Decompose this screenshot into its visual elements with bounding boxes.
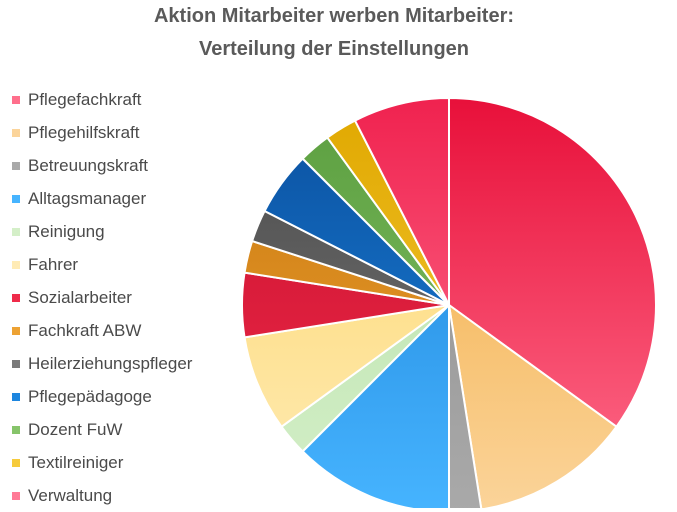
legend-swatch bbox=[12, 227, 20, 236]
legend-swatch bbox=[12, 260, 20, 269]
legend-label: Sozialarbeiter bbox=[28, 287, 132, 307]
legend-label: Betreuungskraft bbox=[28, 155, 149, 175]
legend-item-verwaltung: Verwaltung bbox=[12, 479, 192, 512]
legend-label: Textilreiniger bbox=[28, 452, 124, 472]
chart-title-line-2: Verteilung der Einstellungen bbox=[198, 38, 470, 60]
legend-swatch bbox=[12, 326, 20, 335]
legend-swatch bbox=[12, 458, 20, 467]
pie-slices bbox=[241, 97, 657, 508]
legend-swatch bbox=[12, 491, 20, 500]
legend-label: Alltagsmanager bbox=[28, 188, 147, 208]
legend-label: Dozent FuW bbox=[28, 419, 123, 439]
legend-item-pflegefachkraft: Pflegefachkraft bbox=[12, 83, 192, 116]
legend-item-pflegehilfskraft: Pflegehilfskraft bbox=[12, 116, 192, 149]
legend-swatch bbox=[12, 128, 20, 137]
legend-item-alltagsmanager: Alltagsmanager bbox=[12, 182, 192, 215]
pie-slice-pflegehilfskraft bbox=[448, 304, 618, 508]
legend-label: Pflegefachkraft bbox=[28, 89, 142, 109]
legend-label: Pflegehilfskraft bbox=[28, 122, 140, 142]
legend-swatch bbox=[12, 392, 20, 401]
pie-slice-pflegefachkraft bbox=[448, 97, 657, 428]
legend-label: Pflegepädagoge bbox=[28, 386, 152, 406]
chart-legend: Pflegefachkraft Pflegehilfskraft Betreuung… bbox=[12, 83, 192, 512]
legend-item-pflegepaedagoge: Pflegepädagoge bbox=[12, 380, 192, 413]
legend-item-fahrer: Fahrer bbox=[12, 248, 192, 281]
legend-item-betreuungskraft: Betreuungskraft bbox=[12, 149, 192, 182]
legend-item-fachkraft-abw: Fachkraft ABW bbox=[12, 314, 192, 347]
pie-slice-verwaltung bbox=[354, 97, 450, 306]
legend-label: Heilerziehungspfleger bbox=[28, 353, 193, 373]
legend-label: Verwaltung bbox=[28, 485, 113, 505]
legend-swatch bbox=[12, 425, 20, 434]
legend-label: Fahrer bbox=[28, 254, 79, 274]
chart-title-line-1: Aktion Mitarbeiter werben Mitarbeiter: bbox=[153, 5, 515, 27]
legend-item-textilreiniger: Textilreiniger bbox=[12, 446, 192, 479]
legend-swatch bbox=[12, 293, 20, 302]
legend-label: Fachkraft ABW bbox=[28, 320, 142, 340]
legend-item-heilerziehungspfleger: Heilerziehungspfleger bbox=[12, 347, 192, 380]
legend-swatch bbox=[12, 95, 20, 104]
legend-swatch bbox=[12, 359, 20, 368]
legend-swatch bbox=[12, 161, 20, 170]
pie-slice-alltagsmanager bbox=[301, 304, 450, 508]
pie-slice-fahrer bbox=[243, 304, 450, 428]
legend-swatch bbox=[12, 194, 20, 203]
pie-slice-betreuungskraft bbox=[448, 304, 483, 508]
legend-label: Reinigung bbox=[28, 221, 105, 241]
legend-item-sozialarbeiter: Sozialarbeiter bbox=[12, 281, 192, 314]
legend-item-reinigung: Reinigung bbox=[12, 215, 192, 248]
legend-item-dozent-fuw: Dozent FuW bbox=[12, 413, 192, 446]
